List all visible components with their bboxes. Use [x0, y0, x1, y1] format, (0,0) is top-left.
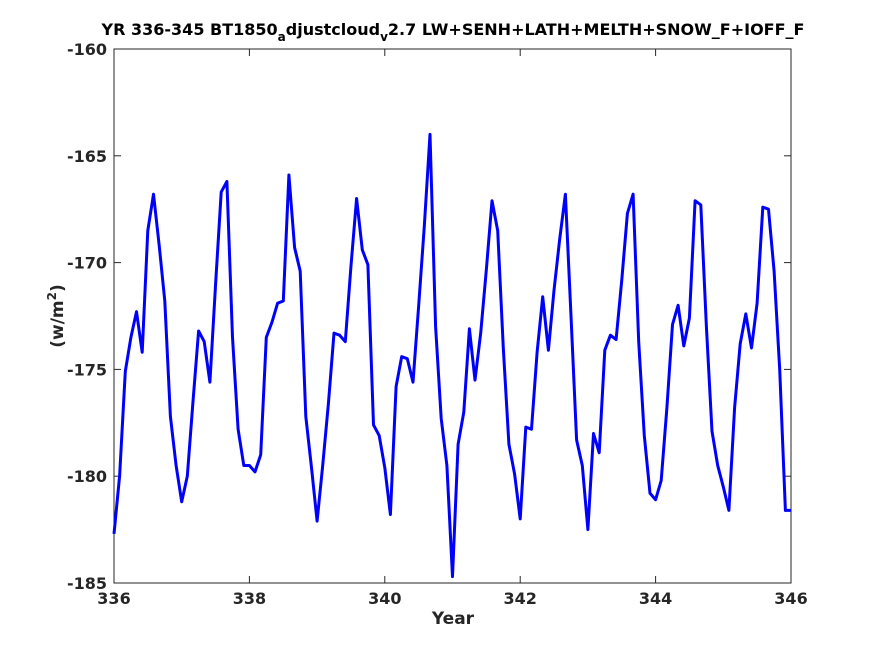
y-tick-label: -165: [67, 147, 107, 166]
series-line: [112, 132, 791, 579]
y-tick-label: -185: [67, 574, 107, 593]
x-tick-label: 338: [233, 589, 266, 608]
x-tick-label: 340: [368, 589, 401, 608]
y-tick-label: -180: [67, 467, 107, 486]
y-axis-label: (w/m2): [45, 284, 68, 348]
y-tick-label: -160: [67, 40, 107, 59]
x-tick-label: 346: [774, 589, 807, 608]
y-tick-label: -170: [67, 254, 107, 273]
y-tick-label: -175: [67, 360, 107, 379]
x-tick-label: 342: [503, 589, 536, 608]
series-group: [112, 132, 791, 579]
chart-title: YR 336-345 BT1850adjustcloudv2.7 LW+SENH…: [101, 20, 805, 44]
x-tick-label: 336: [97, 589, 130, 608]
x-tick-label: 344: [639, 589, 672, 608]
x-axis-label: Year: [431, 609, 475, 629]
x-axis: 336 338 340 342 344 346: [97, 49, 808, 608]
y-axis: -185 -180 -175 -170 -165 -160: [67, 40, 791, 593]
